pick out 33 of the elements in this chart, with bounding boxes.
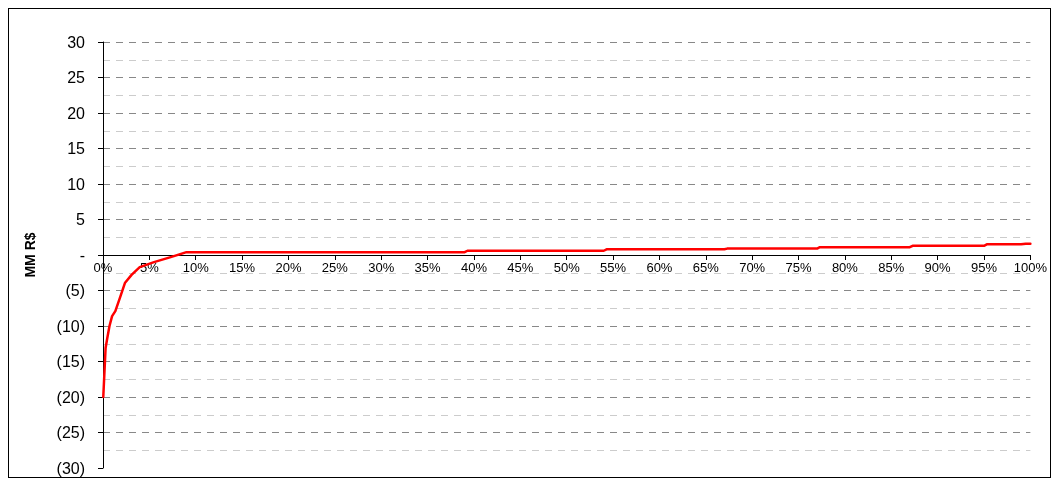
- x-tick-label: 35%: [414, 260, 442, 275]
- y-tick-label: (20): [56, 388, 85, 406]
- y-axis-title: MM R$: [22, 232, 38, 278]
- y-tick-label: 25: [67, 69, 86, 86]
- x-tick-label: 50%: [553, 260, 581, 275]
- x-tick-label: 40%: [460, 260, 488, 275]
- y-tick-label: 20: [67, 104, 86, 122]
- y-tick-label: 10: [67, 175, 86, 193]
- y-tick-label: (30): [56, 459, 85, 477]
- y-tick-label: (15): [56, 353, 85, 370]
- x-tick-label: 20%: [275, 260, 302, 275]
- x-tick-label: 100%: [1013, 260, 1048, 275]
- x-tick-label: 10%: [182, 260, 210, 275]
- x-tick-label: 55%: [600, 260, 627, 275]
- x-tick-label: 95%: [970, 260, 998, 275]
- x-tick-label: 90%: [924, 260, 952, 275]
- x-tick-label: 65%: [692, 260, 720, 275]
- y-tick-label: (10): [56, 317, 85, 335]
- x-tick-label: 60%: [646, 260, 673, 275]
- y-tick-label: 30: [67, 33, 86, 51]
- y-tick-label: (25): [56, 424, 85, 441]
- y-tick-label: 5: [76, 211, 86, 228]
- y-tick-label: (5): [65, 282, 85, 299]
- x-tick-label: 15%: [229, 260, 256, 275]
- x-tick-label: 85%: [878, 260, 905, 275]
- x-tick-label: 70%: [739, 260, 766, 275]
- x-tick-label: 30%: [368, 260, 395, 275]
- x-tick-label: 45%: [507, 260, 534, 275]
- x-tick-label: 75%: [785, 260, 812, 275]
- x-tick-label: 80%: [831, 260, 859, 275]
- y-tick-label: -: [79, 246, 85, 264]
- y-tick-label: 15: [67, 140, 86, 157]
- x-tick-label: 25%: [321, 260, 349, 275]
